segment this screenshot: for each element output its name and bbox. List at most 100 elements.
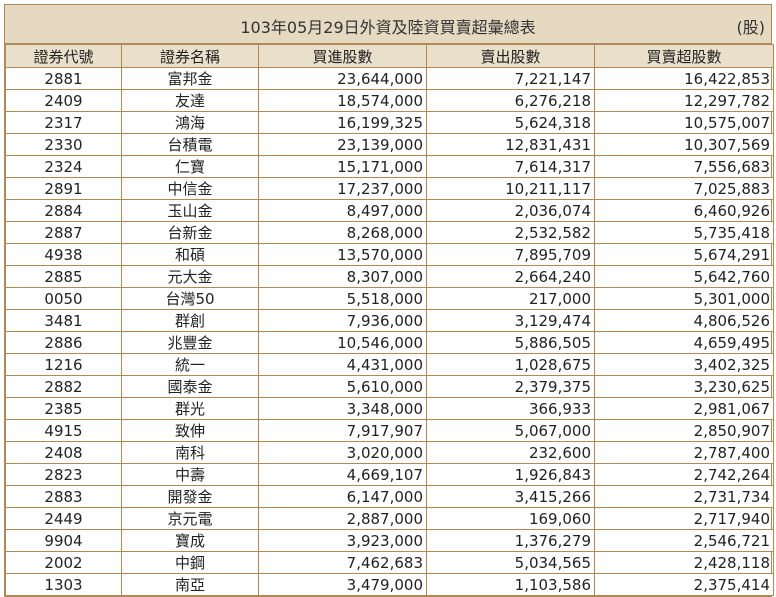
cell-buy-shares: 23,139,000 <box>258 133 427 156</box>
table-row: 2883 開發金 6,147,000 3,415,266 2,731,734 <box>5 485 774 508</box>
cell-net-shares: 2,787,400 <box>594 441 774 464</box>
cell-net-shares: 2,546,721 <box>594 529 774 552</box>
table-body: 2881 富邦金 23,644,000 7,221,147 16,422,853 2409… <box>5 67 774 596</box>
cell-stock-name: 中鋼 <box>121 551 259 574</box>
cell-sell-shares: 6,276,218 <box>426 89 595 112</box>
table-row: 2884 玉山金 8,497,000 2,036,074 6,460,926 <box>5 199 774 222</box>
trading-summary-table: 證券代號 證券名稱 買進股數 賣出股數 買賣超股數 2881 富邦金 23,644,… <box>5 44 774 596</box>
cell-stock-code: 2409 <box>5 89 122 112</box>
cell-net-shares: 2,850,907 <box>594 419 774 442</box>
cell-buy-shares: 13,570,000 <box>258 243 427 266</box>
cell-stock-code: 9904 <box>5 529 122 552</box>
cell-stock-name: 鴻海 <box>121 111 259 134</box>
cell-stock-name: 台灣50 <box>121 287 259 310</box>
col-header-net: 買賣超股數 <box>594 44 774 68</box>
cell-stock-name: 和碩 <box>121 243 259 266</box>
cell-sell-shares: 2,379,375 <box>426 375 595 398</box>
cell-stock-name: 致伸 <box>121 419 259 442</box>
cell-stock-name: 京元電 <box>121 507 259 530</box>
cell-sell-shares: 1,376,279 <box>426 529 595 552</box>
table-row: 4915 致伸 7,917,907 5,067,000 2,850,907 <box>5 419 774 442</box>
cell-net-shares: 4,806,526 <box>594 309 774 332</box>
table-row: 2324 仁寶 15,171,000 7,614,317 7,556,683 <box>5 155 774 178</box>
cell-net-shares: 2,731,734 <box>594 485 774 508</box>
table-row: 4938 和碩 13,570,000 7,895,709 5,674,291 <box>5 243 774 266</box>
cell-stock-name: 台新金 <box>121 221 259 244</box>
cell-net-shares: 7,556,683 <box>594 155 774 178</box>
cell-net-shares: 5,301,000 <box>594 287 774 310</box>
cell-sell-shares: 5,886,505 <box>426 331 595 354</box>
cell-stock-code: 2885 <box>5 265 122 288</box>
cell-stock-name: 中壽 <box>121 463 259 486</box>
cell-sell-shares: 2,532,582 <box>426 221 595 244</box>
cell-stock-code: 2324 <box>5 155 122 178</box>
cell-sell-shares: 7,221,147 <box>426 67 595 90</box>
cell-net-shares: 3,402,325 <box>594 353 774 376</box>
cell-net-shares: 2,428,118 <box>594 551 774 574</box>
cell-net-shares: 4,659,495 <box>594 331 774 354</box>
table-title: 103年05月29日外資及陸資買賣超彙總表 <box>240 18 536 37</box>
cell-buy-shares: 8,268,000 <box>258 221 427 244</box>
cell-net-shares: 6,460,926 <box>594 199 774 222</box>
cell-buy-shares: 18,574,000 <box>258 89 427 112</box>
cell-sell-shares: 10,211,117 <box>426 177 595 200</box>
cell-buy-shares: 3,348,000 <box>258 397 427 420</box>
cell-sell-shares: 3,415,266 <box>426 485 595 508</box>
cell-stock-name: 富邦金 <box>121 67 259 90</box>
cell-stock-name: 群創 <box>121 309 259 332</box>
cell-sell-shares: 5,034,565 <box>426 551 595 574</box>
table-row: 0050 台灣50 5,518,000 217,000 5,301,000 <box>5 287 774 310</box>
cell-stock-name: 中信金 <box>121 177 259 200</box>
cell-stock-name: 兆豐金 <box>121 331 259 354</box>
cell-stock-code: 2002 <box>5 551 122 574</box>
table-row: 2881 富邦金 23,644,000 7,221,147 16,422,853 <box>5 67 774 90</box>
cell-stock-name: 統一 <box>121 353 259 376</box>
table-row: 2317 鴻海 16,199,325 5,624,318 10,575,007 <box>5 111 774 134</box>
cell-buy-shares: 15,171,000 <box>258 155 427 178</box>
cell-stock-code: 2317 <box>5 111 122 134</box>
table-header-row: 證券代號 證券名稱 買進股數 賣出股數 買賣超股數 <box>5 44 774 68</box>
cell-net-shares: 5,642,760 <box>594 265 774 288</box>
col-header-buy: 買進股數 <box>258 44 427 68</box>
cell-stock-name: 國泰金 <box>121 375 259 398</box>
cell-net-shares: 3,230,625 <box>594 375 774 398</box>
cell-net-shares: 16,422,853 <box>594 67 774 90</box>
cell-buy-shares: 8,497,000 <box>258 199 427 222</box>
cell-sell-shares: 1,926,843 <box>426 463 595 486</box>
cell-stock-code: 2330 <box>5 133 122 156</box>
table-row: 2330 台積電 23,139,000 12,831,431 10,307,569 <box>5 133 774 156</box>
cell-stock-code: 1303 <box>5 573 122 596</box>
cell-stock-name: 南亞 <box>121 573 259 596</box>
cell-stock-name: 開發金 <box>121 485 259 508</box>
cell-stock-name: 元大金 <box>121 265 259 288</box>
cell-stock-code: 0050 <box>5 287 122 310</box>
cell-stock-code: 3481 <box>5 309 122 332</box>
cell-sell-shares: 3,129,474 <box>426 309 595 332</box>
cell-stock-code: 2891 <box>5 177 122 200</box>
cell-stock-code: 2884 <box>5 199 122 222</box>
cell-sell-shares: 7,614,317 <box>426 155 595 178</box>
cell-stock-name: 台積電 <box>121 133 259 156</box>
cell-stock-code: 2408 <box>5 441 122 464</box>
cell-stock-name: 群光 <box>121 397 259 420</box>
cell-sell-shares: 12,831,431 <box>426 133 595 156</box>
cell-stock-code: 4915 <box>5 419 122 442</box>
col-header-name: 證券名稱 <box>121 44 259 68</box>
cell-net-shares: 12,297,782 <box>594 89 774 112</box>
table-row: 9904 寶成 3,923,000 1,376,279 2,546,721 <box>5 529 774 552</box>
table-row: 2891 中信金 17,237,000 10,211,117 7,025,883 <box>5 177 774 200</box>
cell-stock-code: 2886 <box>5 331 122 354</box>
cell-buy-shares: 5,610,000 <box>258 375 427 398</box>
cell-buy-shares: 16,199,325 <box>258 111 427 134</box>
table-row: 2882 國泰金 5,610,000 2,379,375 3,230,625 <box>5 375 774 398</box>
table-row: 2409 友達 18,574,000 6,276,218 12,297,782 <box>5 89 774 112</box>
cell-stock-code: 1216 <box>5 353 122 376</box>
table-row: 2823 中壽 4,669,107 1,926,843 2,742,264 <box>5 463 774 486</box>
unit-label: (股) <box>736 18 766 37</box>
cell-net-shares: 2,981,067 <box>594 397 774 420</box>
cell-buy-shares: 23,644,000 <box>258 67 427 90</box>
cell-buy-shares: 3,020,000 <box>258 441 427 464</box>
cell-stock-code: 2883 <box>5 485 122 508</box>
cell-buy-shares: 4,431,000 <box>258 353 427 376</box>
cell-buy-shares: 4,669,107 <box>258 463 427 486</box>
